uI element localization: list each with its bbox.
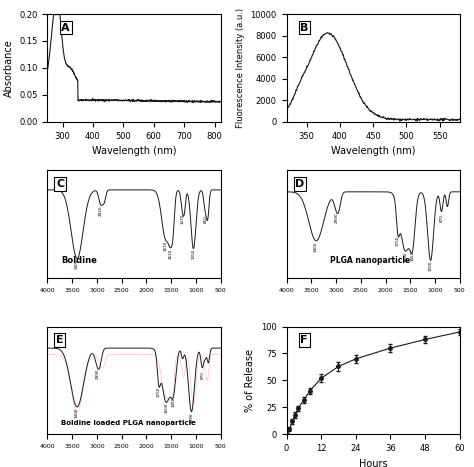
Text: 3400: 3400 — [314, 241, 318, 252]
Text: 1750: 1750 — [157, 387, 161, 397]
Y-axis label: % of Release: % of Release — [246, 349, 255, 412]
Text: D: D — [295, 179, 304, 189]
Text: 1090: 1090 — [190, 412, 193, 423]
X-axis label: Wavelength (nm): Wavelength (nm) — [92, 146, 176, 156]
Text: C: C — [56, 179, 64, 189]
Text: 1750: 1750 — [396, 236, 400, 247]
Text: A: A — [61, 22, 70, 33]
Text: Boldine loaded PLGA nanoparticle: Boldine loaded PLGA nanoparticle — [61, 420, 196, 426]
Text: 1050: 1050 — [191, 249, 195, 260]
Text: 2920: 2920 — [99, 205, 103, 216]
Text: 1450: 1450 — [411, 251, 415, 261]
Y-axis label: Absorbance: Absorbance — [4, 39, 14, 97]
Text: 1270: 1270 — [181, 214, 184, 224]
Text: 1090: 1090 — [428, 261, 433, 271]
Text: F: F — [301, 335, 308, 345]
Text: 870: 870 — [439, 214, 444, 222]
Text: 870: 870 — [201, 371, 204, 379]
X-axis label: Hours: Hours — [359, 459, 387, 467]
Text: 1450: 1450 — [172, 396, 176, 407]
Text: 1600: 1600 — [403, 251, 407, 262]
Text: PLGA nanoparticle: PLGA nanoparticle — [330, 256, 410, 265]
Text: 1600: 1600 — [164, 403, 168, 413]
Text: E: E — [56, 335, 64, 345]
Text: 2990: 2990 — [95, 368, 100, 379]
Text: B: B — [301, 22, 309, 33]
Text: 3400: 3400 — [75, 407, 79, 417]
Text: 1610: 1610 — [164, 241, 168, 251]
Text: Boldine: Boldine — [61, 256, 97, 265]
Text: 3400: 3400 — [75, 259, 79, 269]
X-axis label: Wavelength (nm): Wavelength (nm) — [331, 146, 415, 156]
Y-axis label: Fluorescence Intensity (a.u.): Fluorescence Intensity (a.u.) — [236, 8, 245, 128]
Text: 810: 810 — [203, 216, 207, 223]
Text: 2990: 2990 — [335, 212, 338, 223]
Text: 1510: 1510 — [169, 248, 173, 259]
